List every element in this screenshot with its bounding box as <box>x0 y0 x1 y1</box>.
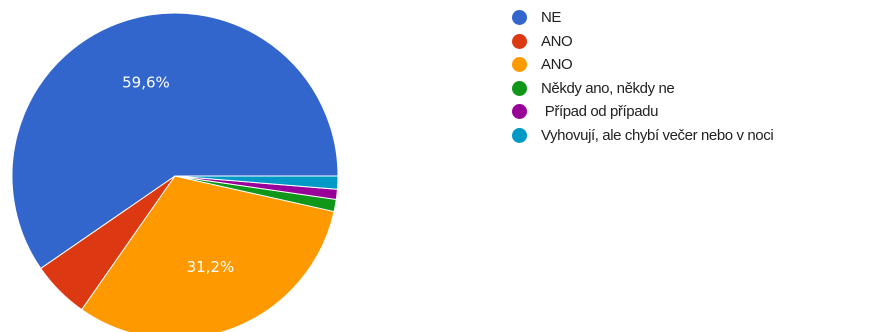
pie-slice-2 <box>80 175 335 332</box>
legend-color-dot <box>512 10 527 26</box>
slice-value-label-0: 59,6% <box>122 74 170 92</box>
legend-item-0: NE <box>512 6 773 30</box>
legend-label: ANO <box>541 56 573 74</box>
legend-color-dot <box>512 80 527 96</box>
pie-chart: 59,6% 31,2% <box>11 12 339 332</box>
legend-color-dot <box>512 127 527 143</box>
legend-item-4: Případ od případu <box>512 100 773 124</box>
legend-label: Někdy ano, někdy ne <box>541 79 675 97</box>
legend-color-dot <box>512 104 527 120</box>
pie-slice-0 <box>11 12 339 270</box>
legend-label: Případ od případu <box>541 103 659 121</box>
legend-color-dot <box>512 33 527 49</box>
legend-label: NE <box>541 9 562 27</box>
legend-label: ANO <box>541 32 573 50</box>
legend-item-3: Někdy ano, někdy ne <box>512 77 773 101</box>
legend-color-dot <box>512 57 527 73</box>
legend: NE ANO ANO Někdy ano, někdy ne Případ od př… <box>512 6 774 148</box>
pie-slice-5 <box>174 175 339 190</box>
legend-item-1: ANO <box>512 30 773 54</box>
slice-value-label-2: 31,2% <box>187 258 235 276</box>
legend-item-2: ANO <box>512 53 773 77</box>
legend-label: Vyhovují, ale chybí večer nebo v noci <box>541 126 774 144</box>
legend-item-5: Vyhovují, ale chybí večer nebo v noci <box>512 124 774 148</box>
